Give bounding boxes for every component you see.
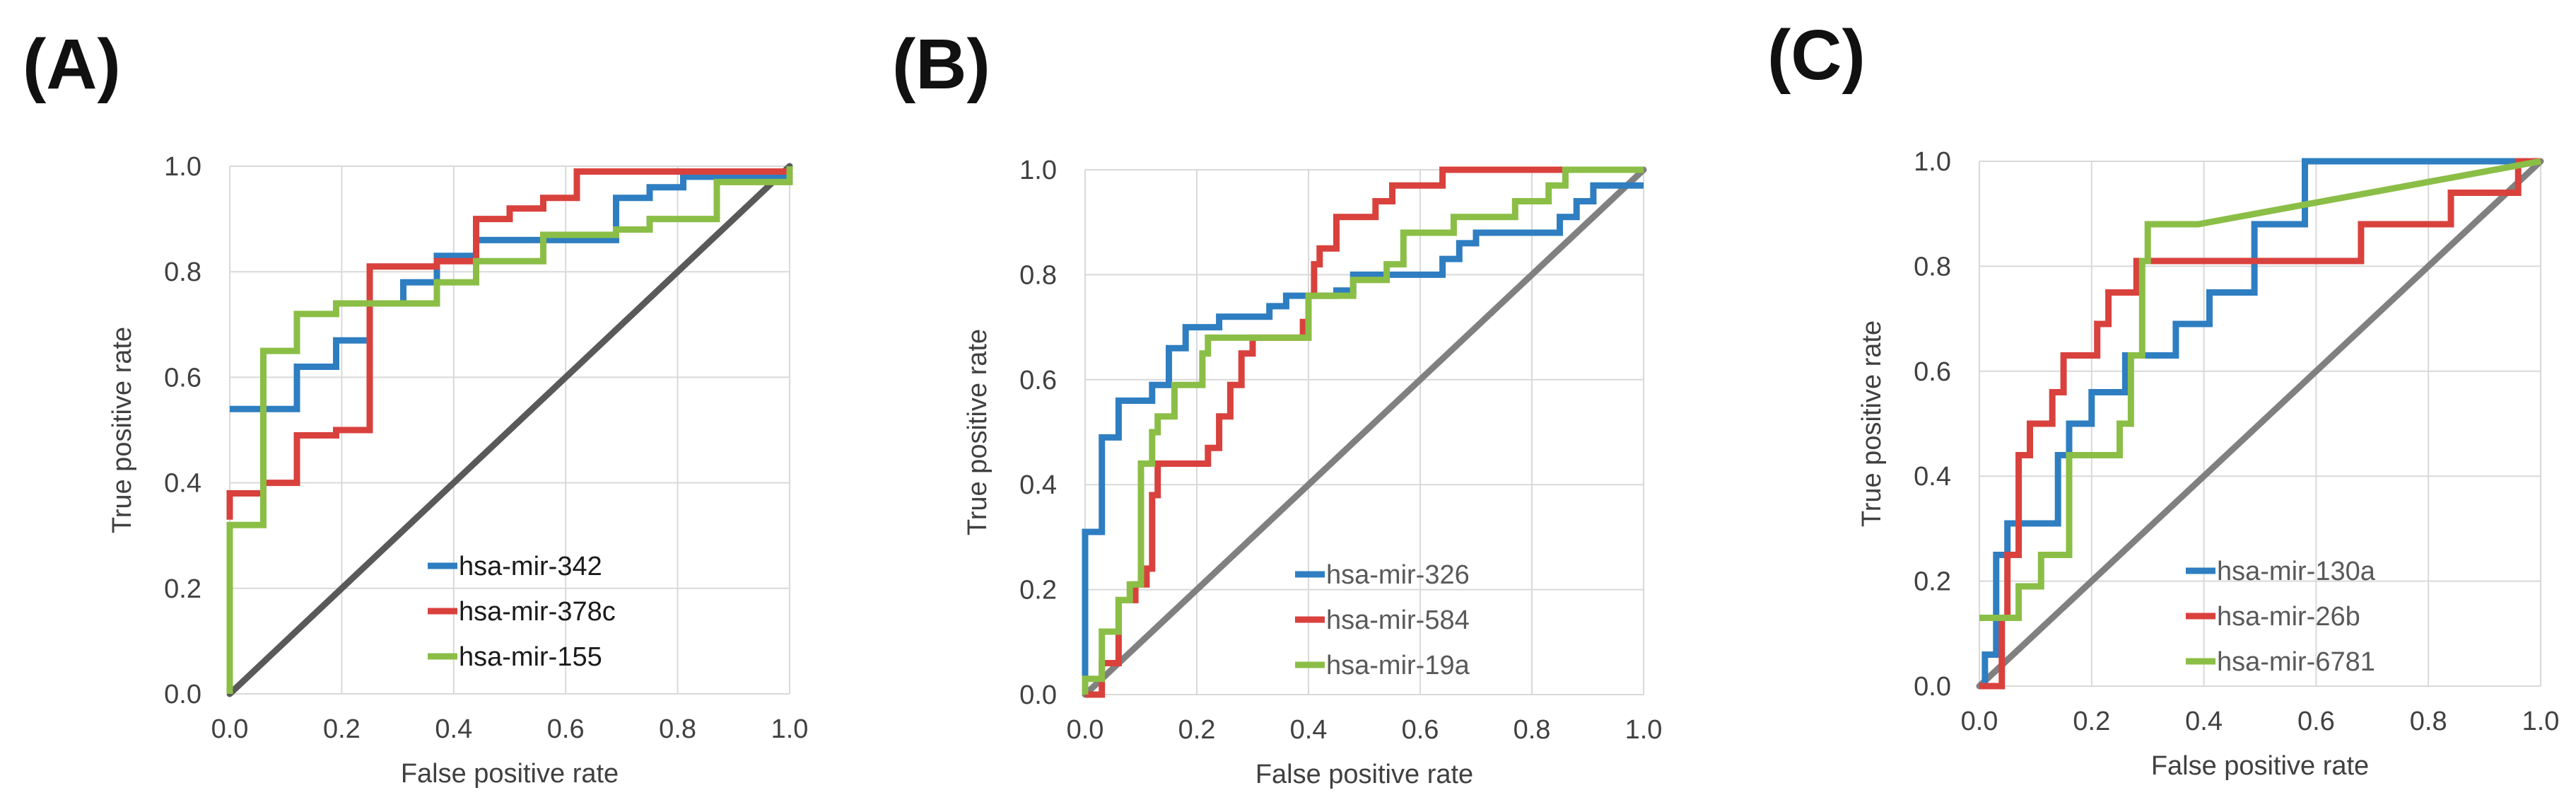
legend-label: hsa-mir-26b <box>2217 602 2360 632</box>
y-tick-label: 0.2 <box>164 574 201 604</box>
roc-curve-hsa-mir-6781 <box>1979 158 2541 621</box>
y-tick-label: 0.2 <box>1914 567 1951 597</box>
roc-curve-hsa-mir-326 <box>1082 182 1644 695</box>
legend-label: hsa-mir-155 <box>459 642 602 672</box>
y-tick-label: 1.0 <box>1019 156 1057 185</box>
x-tick-label: 0.2 <box>323 714 361 744</box>
x-tick-label: 0.0 <box>1067 715 1104 745</box>
x-axis-label: False positive rate <box>401 759 619 789</box>
x-axis-label: False positive rate <box>2151 751 2369 781</box>
legend-label: hsa-mir-130a <box>2217 557 2376 586</box>
diagonal-reference-line <box>1976 158 2544 690</box>
diagonal-reference-line <box>226 163 793 697</box>
legend-label: hsa-mir-6781 <box>2217 647 2375 677</box>
y-tick-label: 1.0 <box>1914 147 1951 177</box>
diagonal-reference-line <box>1082 166 1647 698</box>
y-tick-label: 0.6 <box>1019 366 1057 395</box>
chart-panel-3: (C) 0.0 0.2 0.4 0.6 0.8 1.0 0.0 0.2 0.4 0.6 0.8 1.0 F… <box>1767 16 2559 781</box>
roc-curve-hsa-mir-26b <box>1979 158 2541 690</box>
x-tick-label: 0.6 <box>2297 707 2335 736</box>
y-tick-label: 0.0 <box>1914 672 1951 702</box>
y-tick-label: 1.0 <box>164 152 201 182</box>
x-tick-label: 0.0 <box>1961 707 1998 736</box>
roc-curve-hsa-mir-130a <box>1979 158 2541 690</box>
x-tick-label: 0.2 <box>1178 715 1216 745</box>
y-tick-label: 0.8 <box>1914 252 1951 282</box>
legend-label: hsa-mir-342 <box>459 552 602 581</box>
legend-label: hsa-mir-19a <box>1326 651 1470 680</box>
x-tick-label: 0.0 <box>211 714 249 744</box>
x-tick-label: 0.8 <box>2410 707 2447 736</box>
legend-label: hsa-mir-326 <box>1326 560 1470 590</box>
chart-panel-2: (B) 0.0 0.2 0.4 0.6 0.8 1.0 0.0 0.2 0.4 0.6 0.8 1.0 F… <box>892 25 1662 789</box>
x-tick-label: 0.4 <box>2185 707 2223 736</box>
roc-curve-hsa-mir-378c <box>226 168 790 520</box>
x-tick-label: 0.6 <box>547 714 585 744</box>
panel-label: (B) <box>892 25 990 104</box>
x-axis-label: False positive rate <box>1255 760 1473 789</box>
x-tick-label: 0.8 <box>1514 715 1551 745</box>
panel-label: (C) <box>1767 16 1866 95</box>
y-tick-label: 0.6 <box>1914 357 1951 387</box>
y-tick-label: 0.4 <box>164 469 201 499</box>
legend-label: hsa-mir-584 <box>1326 605 1470 635</box>
y-tick-label: 0.4 <box>1019 470 1057 500</box>
x-tick-label: 0.4 <box>435 714 472 744</box>
y-tick-label: 0.0 <box>164 680 201 709</box>
x-tick-label: 0.6 <box>1402 715 1439 745</box>
y-axis-label: True positive rate <box>107 327 137 533</box>
y-tick-label: 0.2 <box>1019 576 1057 605</box>
y-tick-label: 0.4 <box>1914 462 1951 492</box>
legend-label: hsa-mir-378c <box>459 597 616 627</box>
x-tick-label: 0.2 <box>2073 707 2110 736</box>
x-tick-label: 1.0 <box>2522 707 2560 736</box>
x-tick-label: 1.0 <box>771 714 809 744</box>
y-tick-label: 0.8 <box>164 257 201 287</box>
y-tick-label: 0.0 <box>1019 680 1057 710</box>
y-tick-label: 0.8 <box>1019 260 1057 290</box>
chart-panel-1: (A) 0.0 0.2 0.4 0.6 0.8 1.0 0.0 0.2 0.4 0.6 0.8 1.0 F… <box>23 25 808 789</box>
x-tick-label: 0.8 <box>659 714 696 744</box>
y-tick-label: 0.6 <box>164 363 201 393</box>
x-tick-label: 0.4 <box>1290 715 1328 745</box>
y-axis-label: True positive rate <box>963 329 993 535</box>
y-axis-label: True positive rate <box>1857 320 1887 527</box>
roc-curve-hsa-mir-155 <box>226 166 793 694</box>
roc-curve-hsa-mir-19a <box>1082 166 1644 695</box>
panel-label: (A) <box>23 25 121 104</box>
x-tick-label: 1.0 <box>1625 715 1663 745</box>
